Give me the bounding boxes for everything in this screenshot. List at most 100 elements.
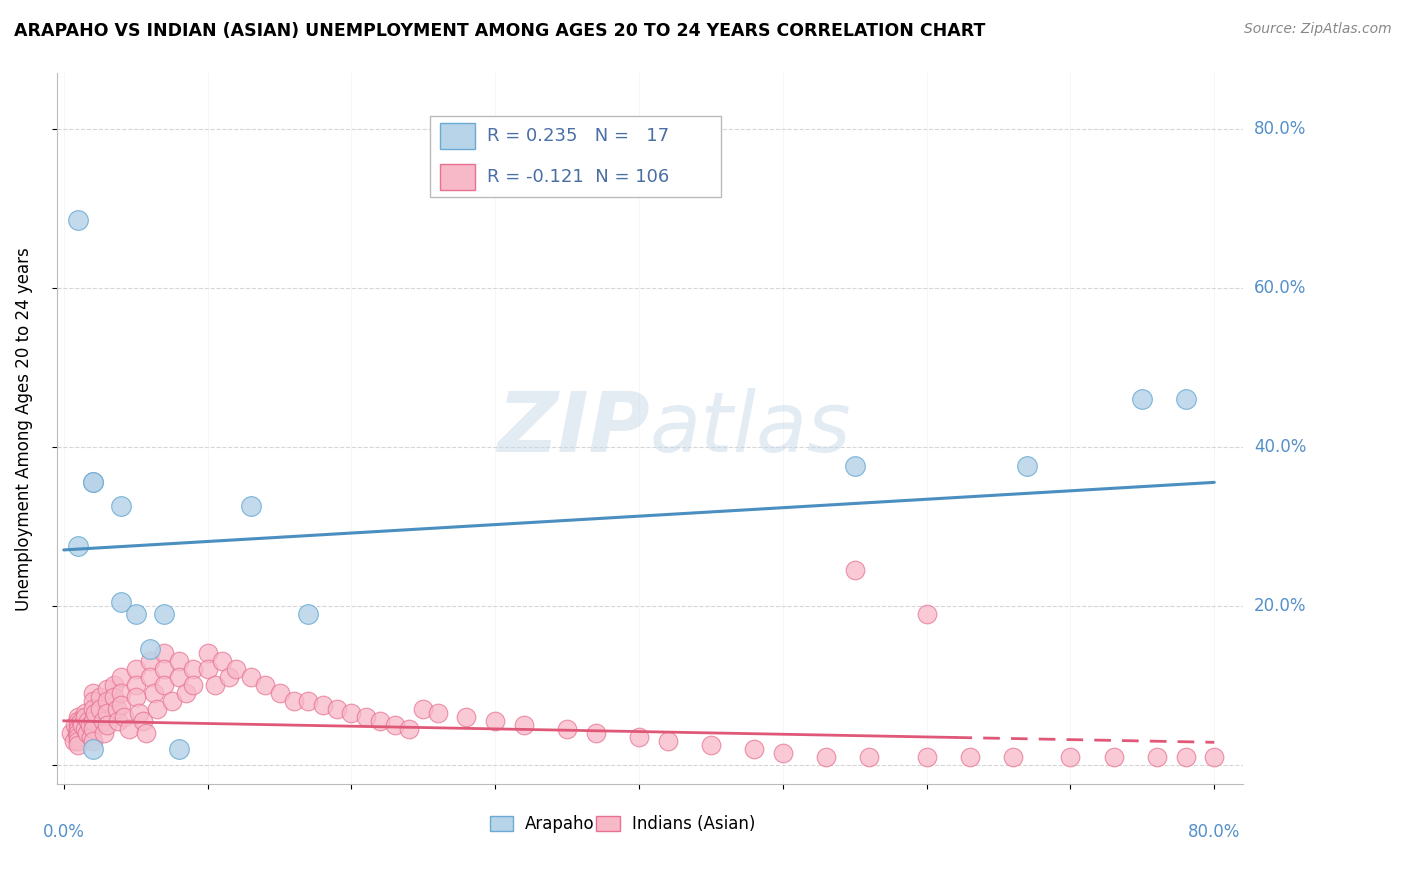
Point xyxy=(67,725,90,739)
Point xyxy=(67,738,90,752)
Point xyxy=(125,662,148,676)
Point xyxy=(197,662,219,676)
Point xyxy=(700,738,723,752)
FancyBboxPatch shape xyxy=(440,164,475,190)
Point xyxy=(398,722,420,736)
Point xyxy=(84,706,107,720)
Point xyxy=(135,725,157,739)
Point xyxy=(1130,392,1153,406)
Text: 60.0%: 60.0% xyxy=(1254,278,1306,297)
Point xyxy=(67,710,90,724)
Point xyxy=(628,730,651,744)
Point xyxy=(283,694,305,708)
Point xyxy=(239,670,262,684)
Point xyxy=(239,500,262,514)
Point xyxy=(96,681,118,696)
Point xyxy=(1146,749,1168,764)
Point xyxy=(70,714,93,728)
Point xyxy=(82,733,104,747)
Point xyxy=(66,725,89,739)
Point xyxy=(82,702,104,716)
Point xyxy=(181,678,204,692)
Point xyxy=(1059,749,1081,764)
Point xyxy=(915,749,938,764)
Point xyxy=(65,718,87,732)
Point xyxy=(384,718,406,732)
FancyBboxPatch shape xyxy=(596,816,620,830)
Point xyxy=(1102,749,1125,764)
Point xyxy=(269,686,291,700)
Point xyxy=(67,714,90,728)
Point xyxy=(91,714,114,728)
Point xyxy=(105,702,128,716)
Point xyxy=(139,654,162,668)
Text: ARAPAHO VS INDIAN (ASIAN) UNEMPLOYMENT AMONG AGES 20 TO 24 YEARS CORRELATION CHA: ARAPAHO VS INDIAN (ASIAN) UNEMPLOYMENT A… xyxy=(14,22,986,40)
Point xyxy=(1204,749,1226,764)
Text: Source: ZipAtlas.com: Source: ZipAtlas.com xyxy=(1244,22,1392,37)
Point xyxy=(197,646,219,660)
Point xyxy=(153,607,176,621)
Point xyxy=(139,670,162,684)
Point xyxy=(72,718,94,732)
Point xyxy=(297,694,319,708)
Point xyxy=(96,718,118,732)
Point xyxy=(77,714,100,728)
Point xyxy=(412,702,434,716)
Point xyxy=(311,698,333,712)
Point xyxy=(297,607,319,621)
Point xyxy=(59,725,82,739)
Text: R = -0.121  N = 106: R = -0.121 N = 106 xyxy=(488,168,669,186)
Point xyxy=(110,594,132,608)
Point xyxy=(110,500,132,514)
Point xyxy=(456,710,478,724)
Point xyxy=(959,749,981,764)
Point xyxy=(585,725,607,739)
Text: R = 0.235   N =   17: R = 0.235 N = 17 xyxy=(488,128,669,145)
Point xyxy=(858,749,880,764)
Point xyxy=(167,670,190,684)
Point xyxy=(82,714,104,728)
Point xyxy=(153,678,176,692)
Point xyxy=(1017,459,1039,474)
Point xyxy=(742,741,765,756)
Point xyxy=(484,714,506,728)
Text: 80.0%: 80.0% xyxy=(1254,120,1306,137)
Point xyxy=(340,706,363,720)
Point xyxy=(75,710,97,724)
Point xyxy=(110,670,132,684)
Point xyxy=(132,714,155,728)
Point xyxy=(181,662,204,676)
Point xyxy=(1174,392,1197,406)
Point xyxy=(96,706,118,720)
Point xyxy=(174,686,197,700)
Point xyxy=(63,733,86,747)
Text: Indians (Asian): Indians (Asian) xyxy=(633,814,755,832)
Point xyxy=(218,670,240,684)
Point xyxy=(125,607,148,621)
Point xyxy=(103,690,125,704)
Point xyxy=(167,654,190,668)
Point xyxy=(1174,749,1197,764)
Point xyxy=(76,725,98,739)
Point xyxy=(153,646,176,660)
Point xyxy=(107,714,129,728)
Point xyxy=(254,678,277,692)
Point xyxy=(82,741,104,756)
Point xyxy=(354,710,377,724)
Point xyxy=(844,563,866,577)
Text: Arapaho: Arapaho xyxy=(526,814,595,832)
Y-axis label: Unemployment Among Ages 20 to 24 years: Unemployment Among Ages 20 to 24 years xyxy=(15,247,32,611)
Point xyxy=(103,678,125,692)
Point xyxy=(82,475,104,490)
Point xyxy=(128,706,150,720)
Point xyxy=(110,686,132,700)
Point xyxy=(125,690,148,704)
Point xyxy=(368,714,391,728)
Point xyxy=(93,725,115,739)
Point xyxy=(89,690,111,704)
Point xyxy=(67,213,90,227)
Point xyxy=(82,475,104,490)
Point xyxy=(426,706,449,720)
Text: ZIP: ZIP xyxy=(498,388,650,469)
Point xyxy=(67,730,90,744)
